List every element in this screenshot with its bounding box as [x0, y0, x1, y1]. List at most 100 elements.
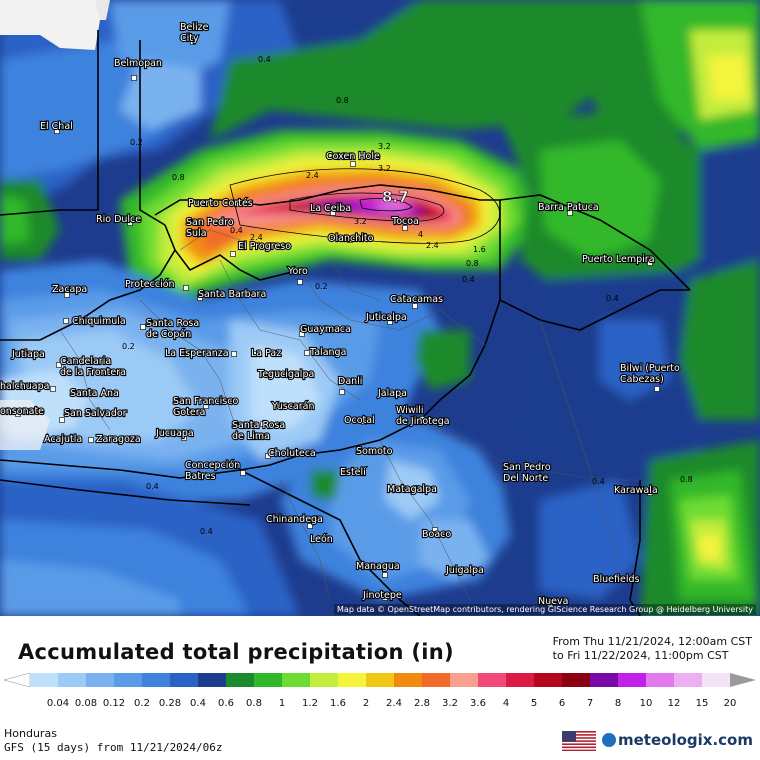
city-belize-city[interactable]: Belize City: [179, 21, 210, 45]
city-label: Santa Rosa de Copán: [146, 318, 199, 340]
city-bilwi-puerto-cabezas-[interactable]: Bilwi (Puerto Cabezas): [619, 362, 681, 392]
contour-value-label: 1.6: [473, 245, 486, 254]
us-flag-icon[interactable]: [562, 731, 596, 751]
city-barra-patuca[interactable]: Barra Patuca: [537, 201, 600, 216]
city-marker: [234, 201, 240, 207]
city-el-chal[interactable]: El Chal: [39, 120, 74, 134]
city-el-progreso[interactable]: El Progreso: [230, 240, 292, 257]
city-santa-ana[interactable]: Santa Ana: [69, 387, 120, 400]
city-label: Santa Ana: [70, 388, 119, 399]
city-juigalpa[interactable]: Juigalpa: [444, 564, 485, 577]
city-belmopan[interactable]: Belmopan: [113, 57, 163, 81]
city-concepci-n-batres[interactable]: Concepción Batres: [184, 459, 246, 483]
city-label: Concepción Batres: [185, 460, 240, 482]
city-marker: [181, 435, 187, 441]
city-tegucigalpa[interactable]: Tegucigalpa: [256, 368, 315, 381]
city-zaragoza[interactable]: Zaragoza: [88, 433, 142, 446]
city-juticalpa[interactable]: Juticalpa: [364, 311, 408, 325]
meteologix-logo[interactable]: meteologix.com: [602, 731, 753, 749]
legend-tick-label: 20: [723, 698, 737, 709]
city-jutiapa[interactable]: Jutiapa: [10, 348, 46, 361]
city-marker: [54, 128, 60, 134]
city-marker: [290, 372, 296, 378]
city-marker: [39, 352, 45, 358]
city-la-ceiba[interactable]: La Ceiba: [309, 202, 352, 216]
city-wiwili-de-jinotega[interactable]: Wiwili de Jinotega: [395, 404, 451, 428]
city-chalchuapa[interactable]: halchuapa: [0, 380, 56, 393]
city-nueva[interactable]: Nueva: [537, 595, 570, 608]
city-marker: [507, 463, 513, 469]
legend-tick-label: 2: [362, 698, 370, 709]
city-somoto[interactable]: Somoto: [355, 445, 394, 458]
city-markers: Belize City Belmopan El Chal Coxen Hole Puert…: [0, 21, 681, 608]
city-le-n[interactable]: León: [309, 533, 334, 546]
precipitation-map[interactable]: 0.4 0.8 0.2 2.4 3.2 3.2 4 3.2 2.4 1.6 0.8 0.4 0.4 0.8…: [0, 0, 760, 616]
city-la-paz[interactable]: La Paz: [250, 347, 282, 360]
legend-tick-label: 0.2: [134, 698, 150, 709]
city-boaco[interactable]: Boaco: [421, 527, 452, 541]
legend-swatch: [254, 673, 283, 687]
city-protecci-n[interactable]: Protección: [124, 278, 189, 291]
city-olanchito[interactable]: Olanchito: [327, 232, 375, 245]
logo-globe-icon: [602, 733, 616, 747]
city-marker: [302, 404, 308, 410]
contour-value-label: 4: [418, 230, 423, 239]
city-marker: [387, 319, 393, 325]
city-marker: [197, 295, 203, 301]
city-marker: [59, 417, 65, 423]
legend-tick-label: 0.8: [246, 698, 262, 709]
city-sonsonate[interactable]: onsonate: [0, 405, 45, 418]
city-label: San Francisco Gotera: [173, 396, 238, 418]
city-estel-[interactable]: Estelí: [339, 466, 367, 479]
city-yoro[interactable]: Yoro: [286, 265, 309, 285]
city-santa-rosa-de-cop-n[interactable]: Santa Rosa de Copán: [140, 317, 200, 341]
city-puerto-cort-s[interactable]: Puerto Cortés: [187, 197, 254, 210]
city-la-esperanza[interactable]: La Esperanza: [164, 347, 237, 360]
city-coxen-hole[interactable]: Coxen Hole: [325, 150, 381, 167]
city-marker: [203, 403, 209, 409]
legend-swatch: [646, 673, 675, 687]
city-label: Puerto Lempira: [582, 254, 655, 265]
city-danli[interactable]: Danli: [337, 375, 364, 395]
city-chinandega[interactable]: Chinandega: [265, 513, 324, 529]
city-label: San Pedro Sula: [186, 217, 234, 239]
city-zacapa[interactable]: Zacapa: [51, 283, 88, 298]
city-san-francisco-gotera[interactable]: San Francisco Gotera: [172, 395, 240, 419]
city-chiquimula[interactable]: Chiquimula: [63, 315, 127, 328]
legend-tick-label: 6: [558, 698, 566, 709]
city-bluefields[interactable]: Bluefields: [592, 573, 641, 586]
legend-tick-label: 1: [278, 698, 286, 709]
city-label: La Paz: [251, 348, 281, 359]
city-san-pedro-sula[interactable]: San Pedro Sula: [185, 216, 235, 240]
city-karawala[interactable]: Karawala: [613, 484, 659, 497]
city-matagalpa[interactable]: Matagalpa: [386, 483, 438, 496]
city-managua[interactable]: Managua: [355, 560, 401, 578]
city-santa-barbara[interactable]: Santa Barbara: [197, 288, 267, 301]
city-acajutla[interactable]: Acajutla: [43, 433, 83, 446]
city-santa-rosa-de-lima[interactable]: Santa Rosa de Lima: [231, 419, 286, 443]
city-tocoa[interactable]: Tocoa: [390, 215, 420, 231]
city-san-pedro-del-norte[interactable]: San Pedro Del Norte: [502, 461, 552, 485]
city-puerto-lempira[interactable]: Puerto Lempira: [581, 253, 656, 266]
city-catacamas[interactable]: Catacamas: [389, 293, 444, 309]
city-marker: [47, 437, 53, 443]
city-choluteca[interactable]: Choluteca: [265, 447, 317, 460]
legend-tick-label: 15: [695, 698, 709, 709]
city-label: Wiwili de Jinotega: [396, 405, 450, 427]
city-jalapa[interactable]: Jalapa: [376, 387, 408, 400]
max-precip-label: 8.7: [382, 188, 409, 206]
city-ocotal[interactable]: Ocotal: [343, 414, 376, 427]
city-guaymaca[interactable]: Guaymaca: [299, 323, 352, 337]
city-talanga[interactable]: Talanga: [304, 346, 347, 359]
city-jucuapa[interactable]: Jucuapa: [154, 427, 195, 441]
city-label: Karawala: [614, 485, 658, 496]
legend-swatch: [198, 673, 227, 687]
contour-value-label: 0.4: [230, 226, 243, 235]
city-candelaria-de-la-frontera[interactable]: Candelaria de la Frontera: [56, 355, 127, 379]
city-san-salvador[interactable]: San Salvador: [59, 407, 128, 423]
city-yuscar-n[interactable]: Yuscarán: [270, 400, 316, 413]
city-label: Bilwi (Puerto Cabezas): [620, 363, 680, 385]
city-jinotepe[interactable]: Jinotepe: [361, 589, 403, 602]
city-label: Danli: [338, 376, 362, 387]
city-rio-dulce[interactable]: Rio Dulce: [95, 213, 142, 226]
